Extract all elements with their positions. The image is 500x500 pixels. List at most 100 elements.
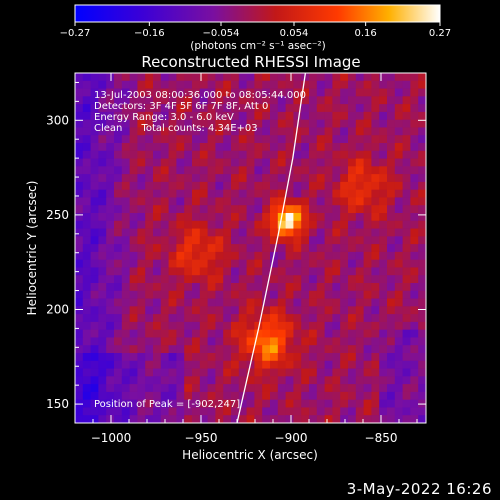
heatmap-cell (340, 166, 349, 175)
heatmap-cell (184, 353, 193, 362)
heatmap-cell (371, 197, 380, 206)
heatmap-cell (145, 88, 154, 97)
heatmap-cell (301, 244, 310, 253)
heatmap-cell (215, 88, 224, 97)
heatmap-cell (129, 104, 138, 113)
heatmap-cell (207, 283, 216, 292)
heatmap-cell (348, 337, 357, 346)
heatmap-cell (168, 267, 177, 276)
heatmap-cell (410, 228, 419, 237)
heatmap-cell (285, 73, 294, 82)
heatmap-cell (75, 189, 84, 198)
heatmap-cell (176, 314, 185, 323)
heatmap-cell (348, 329, 357, 338)
heatmap-cell (285, 244, 294, 253)
heatmap-cell (363, 205, 372, 214)
heatmap-cell (223, 88, 232, 97)
heatmap-cell (90, 360, 99, 369)
heatmap-cell (270, 298, 279, 307)
heatmap-cell (145, 127, 154, 136)
heatmap-cell (137, 391, 146, 401)
heatmap-cell (418, 368, 426, 377)
heatmap-cell (363, 174, 372, 183)
heatmap-cell (192, 337, 201, 346)
heatmap-cell (114, 111, 123, 121)
heatmap-cell (418, 213, 426, 222)
heatmap-cell (215, 111, 224, 121)
heatmap-cell (75, 267, 84, 276)
heatmap-cell (394, 251, 403, 261)
heatmap-cell (402, 96, 411, 105)
heatmap-cell (387, 104, 396, 113)
heatmap-cell (262, 104, 271, 113)
heatmap-cell (168, 119, 177, 128)
heatmap-cell (402, 298, 411, 307)
heatmap-cell (262, 345, 271, 354)
chart-title: Reconstructed RHESSI Image (141, 53, 360, 71)
heatmap-cell (379, 353, 388, 362)
heatmap-cell (137, 111, 146, 121)
heatmap-cell (90, 298, 99, 307)
heatmap-cell (387, 135, 396, 144)
heatmap-cell (137, 415, 146, 423)
heatmap-cell (348, 267, 357, 276)
heatmap-cell (394, 111, 403, 121)
heatmap-cell (145, 368, 154, 377)
heatmap-cell (231, 197, 240, 206)
heatmap-cell (168, 345, 177, 354)
heatmap-cell (332, 290, 341, 299)
heatmap-cell (114, 391, 123, 401)
heatmap-cell (114, 96, 123, 105)
heatmap-cell (75, 174, 84, 183)
heatmap-cell (238, 119, 247, 128)
heatmap-cell (98, 236, 107, 245)
heatmap-cell (215, 259, 224, 268)
heatmap-cell (168, 236, 177, 245)
heatmap-cell (82, 345, 91, 354)
heatmap-cell (207, 275, 216, 284)
heatmap-cell (106, 259, 115, 268)
heatmap-cell (355, 415, 364, 423)
heatmap-cell (215, 283, 224, 292)
heatmap-cell (106, 111, 115, 121)
heatmap-cell (199, 150, 208, 159)
heatmap-cell (223, 236, 232, 245)
heatmap-cell (153, 314, 162, 323)
heatmap-cell (348, 391, 357, 401)
heatmap-cell (262, 290, 271, 299)
heatmap-cell (348, 80, 357, 89)
heatmap-cell (207, 306, 216, 315)
heatmap-cell (160, 329, 169, 338)
heatmap-cell (98, 251, 107, 261)
heatmap-cell (114, 337, 123, 346)
heatmap-cell (348, 174, 357, 183)
heatmap-cell (75, 80, 84, 89)
heatmap-cell (254, 111, 263, 121)
heatmap-cell (332, 251, 341, 261)
heatmap-cell (379, 306, 388, 315)
heatmap-cell (387, 283, 396, 292)
heatmap-cell (199, 104, 208, 113)
heatmap-cell (285, 267, 294, 276)
heatmap-cell (246, 80, 255, 89)
heatmap-cells (75, 73, 426, 423)
heatmap-cell (168, 251, 177, 261)
heatmap-cell (199, 368, 208, 377)
heatmap-cell (207, 337, 216, 346)
heatmap-cell (137, 321, 146, 331)
heatmap-cell (301, 96, 310, 105)
heatmap-cell (410, 384, 419, 393)
heatmap-cell (363, 135, 372, 144)
heatmap-cell (371, 88, 380, 97)
heatmap-cell (90, 166, 99, 175)
heatmap-cell (277, 321, 286, 331)
heatmap-cell (348, 150, 357, 159)
heatmap-cell (238, 306, 247, 315)
heatmap-cell (363, 353, 372, 362)
heatmap-cell (160, 337, 169, 346)
heatmap-cell (285, 290, 294, 299)
heatmap-cell (410, 166, 419, 175)
heatmap-cell (277, 360, 286, 369)
heatmap-cell (394, 150, 403, 159)
heatmap-cell (340, 337, 349, 346)
